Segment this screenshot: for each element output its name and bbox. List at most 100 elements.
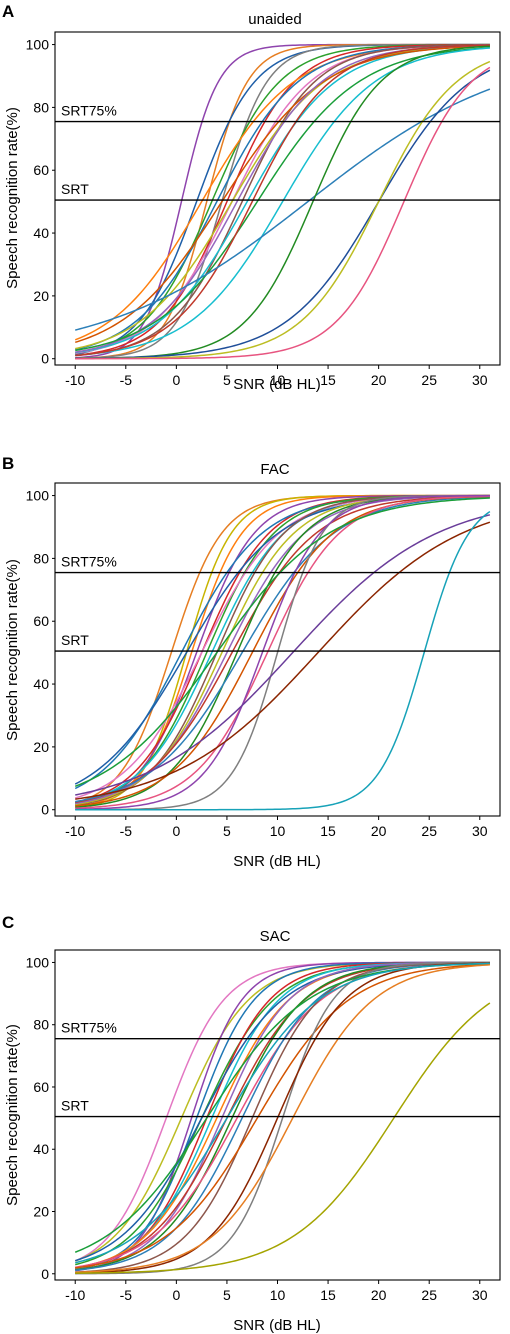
x-axis-label: SNR (dB HL) — [233, 1317, 321, 1334]
y-tick-labels: 0 20 40 60 80 100 — [26, 488, 55, 818]
y-axis-label: Speech recognition rate(%) — [4, 1024, 21, 1206]
x-tick-label: -10 — [65, 372, 85, 388]
x-tick-label: 30 — [472, 1287, 488, 1303]
srt-label: SRT — [61, 181, 89, 197]
series-curve-5 — [75, 494, 490, 804]
y-tick-label: 100 — [26, 954, 50, 970]
x-tick-label: 5 — [223, 823, 231, 839]
series-curve-21 — [74, 497, 490, 788]
series-curve-8 — [75, 494, 490, 804]
y-tick-label: 40 — [33, 1141, 49, 1157]
panel-label: B — [2, 454, 14, 473]
x-tick-label: 20 — [371, 372, 387, 388]
series-curve-7 — [74, 44, 490, 341]
x-tick-label: 0 — [172, 372, 180, 388]
x-axis-label: SNR (dB HL) — [233, 376, 321, 393]
y-axis-label: Speech recognition rate(%) — [4, 559, 21, 741]
series-curve-17 — [75, 961, 490, 1275]
y-tick-label: 60 — [33, 162, 49, 178]
x-tick-label: 15 — [320, 1287, 336, 1303]
x-tick-label: 25 — [421, 823, 437, 839]
x-tick-label: 5 — [223, 1287, 231, 1303]
curves — [74, 43, 491, 360]
x-tick-label: 0 — [172, 823, 180, 839]
series-curve-16 — [75, 47, 490, 357]
srt75-label: SRT75% — [61, 103, 117, 119]
y-tick-label: 60 — [33, 613, 49, 629]
x-tick-label: -5 — [120, 1287, 133, 1303]
y-tick-label: 60 — [33, 1079, 49, 1095]
series-curve-7 — [75, 961, 490, 1270]
y-tick-label: 0 — [41, 802, 49, 818]
series-curve-19 — [75, 494, 490, 811]
y-axis-label: Speech recognition rate(%) — [4, 107, 21, 289]
y-tick-label: 80 — [33, 99, 49, 115]
y-tick-label: 80 — [33, 550, 49, 566]
y-tick-label: 40 — [33, 225, 49, 241]
x-tick-label: -10 — [65, 823, 85, 839]
series-curve-13 — [75, 45, 490, 344]
series-curve-1 — [75, 494, 490, 804]
series-curve-7 — [75, 494, 490, 805]
y-tick-label: 100 — [26, 488, 50, 504]
y-tick-label: 20 — [33, 288, 49, 304]
x-tick-label: 5 — [223, 372, 231, 388]
series-curve-24 — [75, 510, 491, 811]
series-curve-20 — [75, 494, 490, 810]
series-curve-20 — [75, 962, 490, 1264]
x-tick-label: -5 — [120, 372, 133, 388]
y-tick-label: 0 — [41, 1266, 49, 1282]
y-tick-label: 80 — [33, 1017, 49, 1033]
series-curve-21 — [75, 964, 490, 1274]
srt-label: SRT — [61, 1098, 89, 1114]
panel-title: unaided — [248, 11, 301, 28]
series-curve-15 — [75, 961, 490, 1273]
y-tick-label: 0 — [41, 351, 49, 367]
y-tick-label: 100 — [26, 37, 50, 53]
x-tick-label: 25 — [421, 372, 437, 388]
series-curve-9 — [75, 495, 490, 799]
series-curve-17 — [75, 44, 490, 357]
x-tick-label: 30 — [472, 372, 488, 388]
panel-b: B FAC SRT75% SRT 0 20 40 60 80 100 -10 -5 0 5 10 1… — [2, 454, 501, 870]
y-tick-label: 20 — [33, 1204, 49, 1220]
x-tick-label: 15 — [320, 823, 336, 839]
series-curve-13 — [75, 495, 490, 805]
x-tick-label: 10 — [270, 1287, 286, 1303]
series-curve-14 — [75, 495, 490, 804]
curves — [74, 961, 491, 1275]
x-tick-labels: -10 -5 0 5 10 15 20 25 30 — [65, 816, 488, 839]
series-curve-5 — [75, 961, 490, 1266]
x-tick-label: 0 — [172, 1287, 180, 1303]
x-tick-labels: -10 -5 0 5 10 15 20 25 30 — [65, 365, 488, 388]
panel-label: C — [2, 913, 14, 932]
panel-title: SAC — [260, 928, 291, 945]
x-tick-label: 30 — [472, 823, 488, 839]
series-curve-23 — [75, 521, 491, 800]
srt-label: SRT — [61, 632, 89, 648]
series-curve-15 — [75, 46, 490, 352]
series-curve-18 — [75, 495, 490, 809]
panel-c: C SAC SRT75% SRT 0 20 40 60 80 100 -10 -5 0 5 10 1… — [2, 913, 501, 1334]
x-tick-label: 10 — [270, 823, 286, 839]
x-tick-label: -10 — [65, 1287, 85, 1303]
y-tick-label: 40 — [33, 676, 49, 692]
x-tick-label: 15 — [320, 372, 336, 388]
series-curve-22 — [75, 1002, 491, 1274]
x-tick-label: -5 — [120, 823, 133, 839]
x-tick-label: 10 — [270, 372, 286, 388]
series-curve-22 — [75, 514, 491, 796]
series-curve-16 — [75, 496, 490, 803]
panel-title: FAC — [260, 461, 289, 478]
plot-frame — [54, 949, 501, 1281]
srt75-label: SRT75% — [61, 1020, 117, 1036]
x-tick-label: 20 — [371, 1287, 387, 1303]
series-curve-21 — [75, 60, 491, 360]
x-tick-labels: -10 -5 0 5 10 15 20 25 30 — [65, 1280, 488, 1303]
series-curve-22 — [75, 66, 491, 360]
curves — [74, 494, 491, 811]
srt75-label: SRT75% — [61, 554, 117, 570]
y-tick-label: 20 — [33, 739, 49, 755]
